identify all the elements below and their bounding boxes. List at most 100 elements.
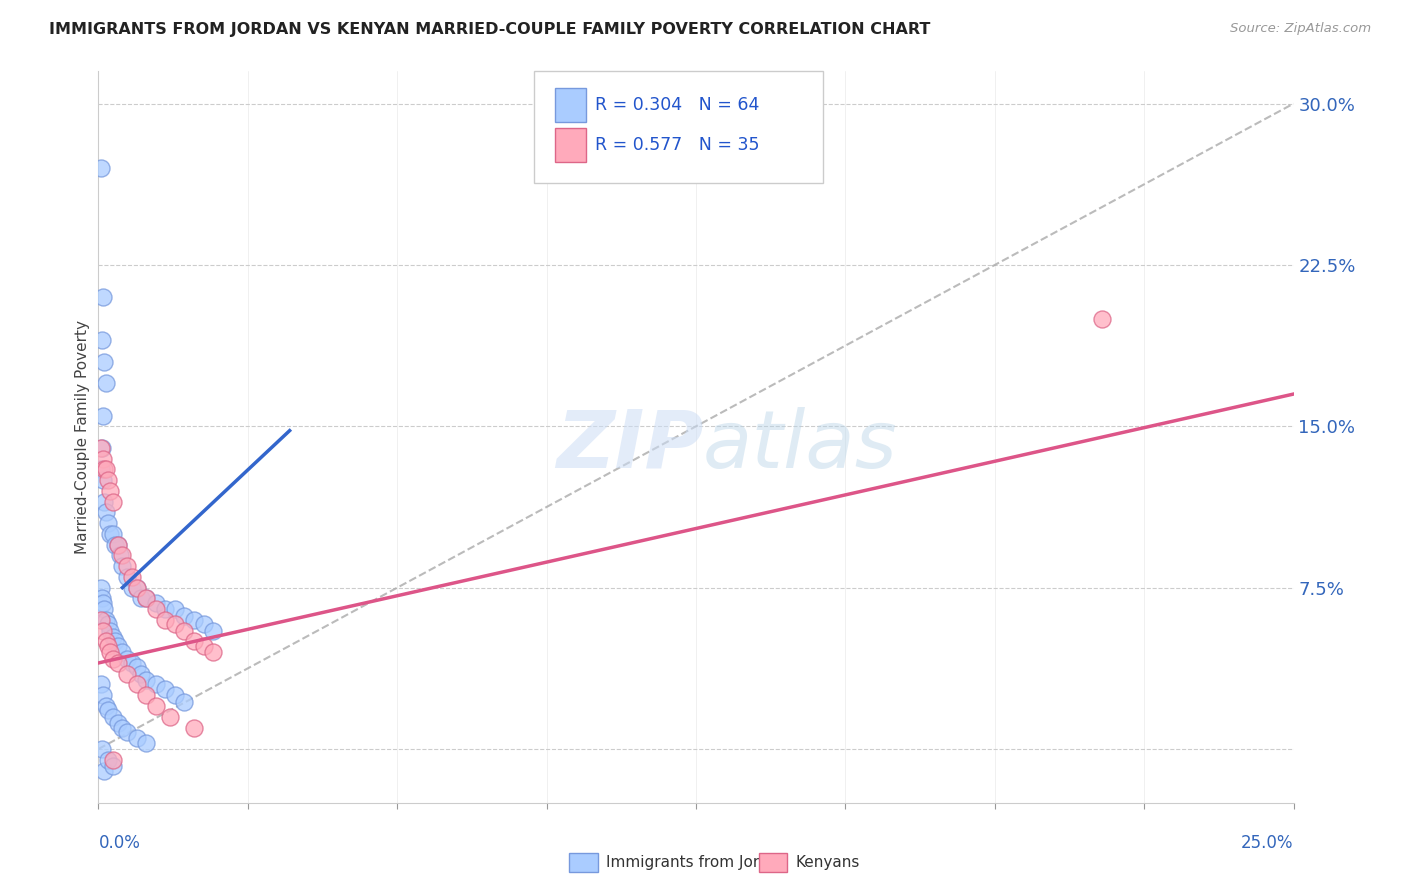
Point (145, 596, 167, 610)
Point (125, 660, 148, 674)
Point (135, 688, 157, 702)
Point (94, 505, 117, 519)
Point (104, 538, 127, 552)
Point (94, 613, 117, 627)
Point (94, 634, 117, 648)
Point (159, 710, 181, 724)
Point (193, 639, 215, 653)
Point (173, 695, 195, 709)
Point (115, 651, 138, 665)
Point (94, 698, 117, 713)
Point (107, 538, 129, 552)
Point (91, 290, 114, 304)
Text: R = 0.577   N = 35: R = 0.577 N = 35 (595, 136, 759, 154)
Point (90, 613, 112, 627)
Point (91, 473, 114, 487)
Point (111, 559, 134, 574)
Point (101, 710, 124, 724)
Point (125, 581, 148, 595)
Point (91, 441, 114, 455)
Point (173, 608, 195, 623)
Text: ZIP: ZIP (555, 407, 703, 485)
Point (111, 721, 134, 735)
Point (93, 602, 115, 616)
Point (183, 613, 205, 627)
Point (131, 666, 153, 681)
Point (101, 494, 124, 508)
Point (90, 441, 112, 455)
Point (135, 591, 157, 606)
Point (155, 613, 177, 627)
Point (125, 677, 148, 691)
Point (107, 639, 129, 653)
Point (173, 624, 195, 638)
Point (91, 591, 114, 606)
Point (135, 673, 157, 688)
Point (97, 753, 120, 767)
Text: Kenyans: Kenyans (796, 855, 860, 870)
Point (145, 602, 167, 616)
Point (115, 666, 138, 681)
Point (90, 677, 112, 691)
Point (98, 527, 122, 541)
Point (145, 677, 167, 691)
Point (125, 731, 148, 746)
Text: IMMIGRANTS FROM JORDAN VS KENYAN MARRIED-COUPLE FAMILY POVERTY CORRELATION CHART: IMMIGRANTS FROM JORDAN VS KENYAN MARRIED… (49, 22, 931, 37)
Point (97, 617, 120, 632)
Point (131, 591, 153, 606)
Point (93, 494, 115, 508)
Point (121, 656, 143, 670)
Point (101, 759, 124, 773)
Point (101, 527, 124, 541)
Point (107, 716, 129, 731)
Point (101, 630, 124, 644)
Point (163, 688, 186, 702)
Point (115, 570, 138, 584)
Point (121, 581, 143, 595)
Point (107, 656, 129, 670)
Point (91, 596, 114, 610)
Point (91, 624, 114, 638)
Point (183, 634, 205, 648)
Point (101, 753, 124, 767)
Point (115, 559, 138, 574)
Point (183, 721, 205, 735)
Text: Source: ZipAtlas.com: Source: ZipAtlas.com (1230, 22, 1371, 36)
Text: 0.0%: 0.0% (98, 834, 141, 852)
Point (97, 703, 120, 717)
Point (91, 688, 114, 702)
Point (155, 681, 177, 696)
Y-axis label: Married-Couple Family Poverty: Married-Couple Family Poverty (75, 320, 90, 554)
Point (115, 724, 138, 739)
Point (94, 462, 117, 476)
Point (1091, 311, 1114, 326)
Point (202, 624, 225, 638)
Point (104, 634, 127, 648)
Point (163, 617, 186, 632)
Point (90, 462, 112, 476)
Point (111, 645, 134, 659)
Point (93, 355, 115, 369)
Point (135, 591, 157, 606)
Point (202, 645, 225, 659)
Text: 25.0%: 25.0% (1241, 834, 1294, 852)
Point (155, 602, 177, 616)
Point (94, 376, 117, 391)
Point (125, 581, 148, 595)
Point (90, 581, 112, 595)
Point (107, 538, 129, 552)
Text: atlas: atlas (703, 407, 898, 485)
Point (121, 570, 143, 584)
Point (97, 516, 120, 530)
Point (98, 645, 122, 659)
Point (101, 651, 124, 665)
Text: Immigrants from Jordan: Immigrants from Jordan (606, 855, 787, 870)
Point (97, 473, 120, 487)
Point (90, 161, 112, 176)
Point (145, 698, 167, 713)
Point (163, 602, 186, 616)
Point (135, 735, 157, 749)
Point (93, 764, 115, 778)
Point (91, 742, 114, 756)
Point (93, 462, 115, 476)
